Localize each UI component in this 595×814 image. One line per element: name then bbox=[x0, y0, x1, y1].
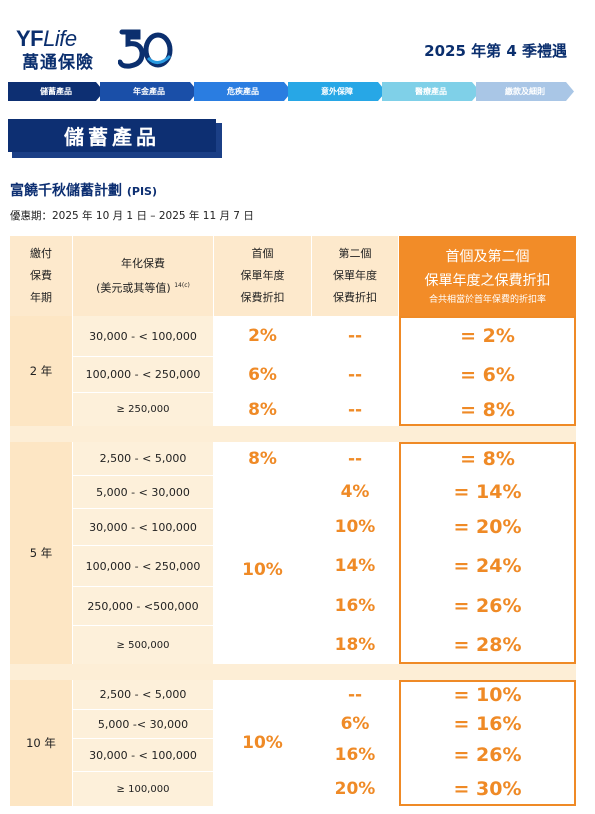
header-first-year: 首個 保單年度 保費折扣 bbox=[214, 236, 311, 316]
second-discount: 20% bbox=[312, 772, 398, 806]
term-2-years: 2 年 bbox=[10, 316, 72, 426]
premium-range: 100,000 - < 250,000 bbox=[73, 357, 213, 392]
offer-period: 優惠期：2025 年 10 月 1 日 – 2025 年 11 月 7 日 bbox=[10, 210, 254, 222]
first-discount: 8% bbox=[214, 393, 311, 426]
premium-range: 30,000 - < 100,000 bbox=[73, 739, 213, 771]
header-term: 繳付 保費 年期 bbox=[10, 236, 72, 316]
first-discount-merged: 10% bbox=[214, 680, 311, 806]
tab-critical-illness[interactable]: 危疾產品 bbox=[194, 82, 292, 101]
total-discount: = 30% bbox=[399, 772, 576, 806]
product-tabs: 儲蓄產品 年金產品 危疾產品 意外保障 醫療產品 繳款及細則 bbox=[8, 82, 578, 101]
second-discount: 10% bbox=[312, 509, 398, 545]
first-discount-merged: 10% bbox=[214, 476, 311, 664]
logo-chinese-name: 萬通保險 bbox=[22, 53, 94, 73]
logo-wordmark: YFLife bbox=[16, 26, 77, 51]
tab-annuity[interactable]: 年金產品 bbox=[100, 82, 198, 101]
plan-name: 富饒千秋儲蓄計劃 (PIS) bbox=[10, 183, 158, 199]
group-spacer bbox=[10, 664, 576, 680]
total-discount: = 26% bbox=[399, 587, 576, 625]
term-5-years: 5 年 bbox=[10, 442, 72, 664]
premium-range: 250,000 - <500,000 bbox=[73, 587, 213, 625]
second-discount: 18% bbox=[312, 626, 398, 664]
tab-payment-terms[interactable]: 繳款及細則 bbox=[476, 82, 574, 101]
tab-savings[interactable]: 儲蓄產品 bbox=[8, 82, 104, 101]
second-discount: -- bbox=[312, 393, 398, 426]
second-discount: 14% bbox=[312, 546, 398, 586]
premium-range: 5,000 -< 30,000 bbox=[73, 710, 213, 738]
anniversary-50-logo bbox=[118, 29, 173, 69]
group-spacer bbox=[10, 426, 576, 442]
promo-title: 2025 年第 4 季禮遇 bbox=[424, 42, 567, 60]
total-discount: = 16% bbox=[399, 710, 576, 738]
premium-range: 2,500 - < 5,000 bbox=[73, 680, 213, 709]
total-discount: = 14% bbox=[399, 476, 576, 508]
term-10-years: 10 年 bbox=[10, 680, 72, 806]
premium-range: 100,000 - < 250,000 bbox=[73, 546, 213, 586]
total-discount: = 10% bbox=[399, 680, 576, 709]
total-discount: = 28% bbox=[399, 626, 576, 664]
header-total: 首個及第二個 保單年度之保費折扣 合共相當於首年保費的折扣率 bbox=[399, 236, 576, 316]
total-discount: = 2% bbox=[399, 316, 576, 356]
section-title: 儲蓄產品 bbox=[8, 119, 216, 152]
first-discount: 8% bbox=[214, 442, 311, 475]
second-discount: 4% bbox=[312, 476, 398, 508]
yf-life-logo: YFLife 萬通保險 bbox=[14, 26, 174, 73]
tab-medical[interactable]: 醫療產品 bbox=[382, 82, 480, 101]
second-discount: -- bbox=[312, 316, 398, 356]
premium-range: 5,000 - < 30,000 bbox=[73, 476, 213, 508]
premium-range: 2,500 - < 5,000 bbox=[73, 442, 213, 475]
premium-range: ≥ 250,000 bbox=[73, 393, 213, 426]
second-discount: -- bbox=[312, 680, 398, 709]
tab-accident[interactable]: 意外保障 bbox=[288, 82, 386, 101]
first-discount: 6% bbox=[214, 357, 311, 392]
total-discount: = 8% bbox=[399, 393, 576, 426]
total-discount: = 6% bbox=[399, 357, 576, 392]
premium-range: ≥ 500,000 bbox=[73, 626, 213, 664]
premium-range: 30,000 - < 100,000 bbox=[73, 509, 213, 545]
second-discount: 16% bbox=[312, 739, 398, 771]
second-discount: -- bbox=[312, 357, 398, 392]
premium-range: ≥ 100,000 bbox=[73, 772, 213, 806]
second-discount: 6% bbox=[312, 710, 398, 738]
second-discount: -- bbox=[312, 442, 398, 475]
first-discount: 2% bbox=[214, 316, 311, 356]
discount-table: 繳付 保費 年期 年化保費 (美元或其等值) 14(c) 首個 保單年度 保費折扣 第二… bbox=[10, 236, 576, 806]
header-second-year: 第二個 保單年度 保費折扣 bbox=[312, 236, 398, 316]
premium-range: 30,000 - < 100,000 bbox=[73, 316, 213, 356]
total-discount: = 20% bbox=[399, 509, 576, 545]
total-discount: = 24% bbox=[399, 546, 576, 586]
second-discount: 16% bbox=[312, 587, 398, 625]
total-discount: = 8% bbox=[399, 442, 576, 475]
total-discount: = 26% bbox=[399, 739, 576, 771]
header-premium: 年化保費 (美元或其等值) 14(c) bbox=[73, 236, 213, 316]
